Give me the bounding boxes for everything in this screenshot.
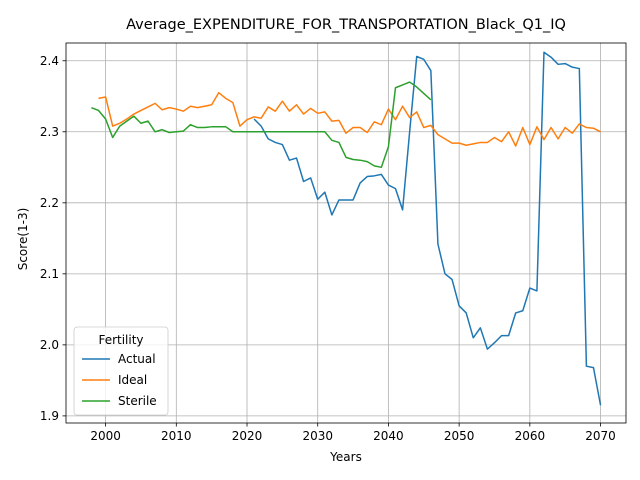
y-tick-label: 2.1 (40, 267, 59, 281)
series-line-actual (253, 51, 602, 406)
x-axis-ticks: 2000 2010 2020 2030 2040 2050 2060 2070 (90, 423, 616, 443)
x-tick-label: 2070 (585, 429, 616, 443)
y-axis-label: Score(1-3) (16, 208, 30, 271)
x-tick-label: 2050 (444, 429, 475, 443)
y-tick-label: 2.2 (40, 196, 59, 210)
series-line-sterile (91, 81, 432, 169)
legend-box (73, 326, 169, 416)
y-tick-label: 2.0 (40, 338, 59, 352)
legend-label-actual: Actual (118, 352, 156, 366)
grid-lines (66, 43, 626, 423)
y-tick-label: 2.4 (40, 54, 59, 68)
x-tick-label: 2000 (90, 429, 121, 443)
y-axis-ticks: 1.9 2.0 2.1 2.2 2.3 2.4 (40, 54, 66, 423)
plot-frame (65, 42, 627, 424)
y-tick-label: 1.9 (40, 409, 59, 423)
legend-label-ideal: Ideal (118, 373, 147, 387)
x-axis-label: Years (329, 450, 362, 464)
x-tick-label: 2010 (161, 429, 192, 443)
y-tick-label: 2.3 (40, 125, 59, 139)
series-line-ideal (98, 91, 601, 147)
legend-label-sterile: Sterile (118, 394, 157, 408)
x-tick-label: 2060 (515, 429, 546, 443)
x-tick-label: 2020 (232, 429, 263, 443)
x-tick-label: 2040 (373, 429, 404, 443)
chart-title: Average_EXPENDITURE_FOR_TRANSPORTATION_B… (126, 17, 566, 33)
legend-title: Fertility (98, 333, 143, 347)
x-tick-label: 2030 (302, 429, 333, 443)
series-lines (91, 51, 602, 406)
legend: Fertility Actual Ideal Sterile (73, 326, 169, 416)
